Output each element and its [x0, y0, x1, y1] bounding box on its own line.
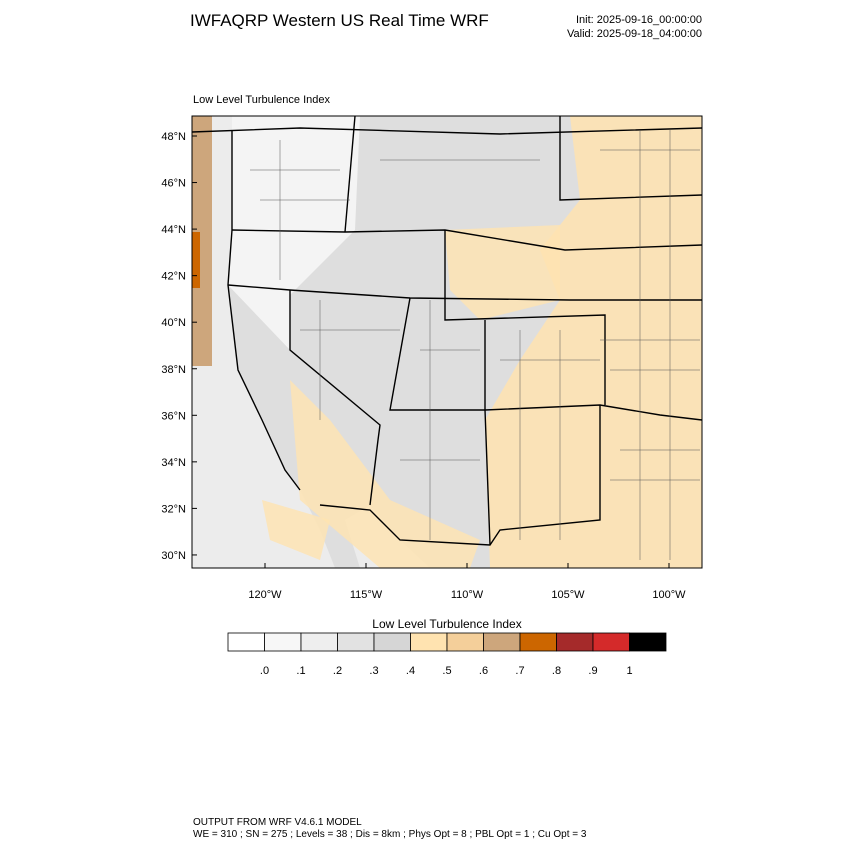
colorbar-swatch	[556, 632, 594, 652]
map-title: Low Level Turbulence Index	[193, 94, 330, 106]
colorbar-swatch	[519, 632, 557, 652]
colorbar-swatch	[483, 632, 521, 652]
plains-tan	[485, 116, 702, 568]
lon-label: 100°W	[652, 589, 686, 601]
colorbar-label: 1	[626, 665, 632, 677]
baja-tan	[262, 500, 330, 560]
footer-line: WE = 310 ; SN = 275 ; Levels = 38 ; Dis …	[193, 829, 587, 840]
coastal-band	[192, 116, 212, 366]
border-line	[559, 116, 702, 201]
valid-time: Valid: 2025-09-18_04:00:00	[567, 28, 702, 40]
lat-label: 46°N	[161, 178, 186, 190]
colorbar-label: .2	[333, 665, 342, 677]
colorbar-label: .8	[552, 665, 561, 677]
map-frame	[191, 115, 703, 569]
colorbar-swatch	[337, 632, 375, 652]
colorbar-label: .9	[588, 665, 597, 677]
colorbar-label: .0	[260, 665, 269, 677]
colorbar-swatch	[592, 632, 630, 652]
colorbar-swatch	[300, 632, 338, 652]
border-line	[484, 320, 491, 546]
lat-label: 38°N	[161, 364, 186, 376]
border-line	[319, 405, 601, 546]
lat-label: 42°N	[161, 271, 186, 283]
border-line	[389, 297, 702, 421]
colorbar: .0 .1 .2 .3 .4 .5 .6 .7 .8 .9 1	[227, 632, 667, 677]
wyoming-tan	[445, 225, 560, 320]
lon-label: 120°W	[248, 589, 282, 601]
border-line	[344, 116, 356, 233]
colorbar-label: .7	[515, 665, 524, 677]
border-line	[289, 290, 381, 506]
lon-label: 110°W	[451, 589, 484, 601]
lat-axis: 48°N 46°N 44°N 42°N 40°N 38°N 36°N 34°N 32°N 30°N	[161, 131, 197, 562]
colorbar-label: .6	[479, 665, 488, 677]
footer-line: OUTPUT FROM WRF V4.6.1 MODEL	[193, 817, 362, 828]
pacific-northwest	[228, 116, 360, 350]
colorbar-label: .4	[406, 665, 415, 677]
colorbar-swatch	[264, 632, 302, 652]
colorbar-swatch	[373, 632, 411, 652]
lat-label: 34°N	[161, 457, 186, 469]
lat-label: 36°N	[161, 410, 186, 422]
colorbar-swatch	[629, 632, 667, 652]
colorbar-swatch	[410, 632, 448, 652]
colorbar-label: .3	[369, 665, 378, 677]
lon-label: 115°W	[350, 589, 383, 601]
southwest-tan	[290, 380, 480, 568]
lat-label: 44°N	[161, 224, 186, 236]
lat-label: 30°N	[161, 550, 186, 562]
colorbar-title: Low Level Turbulence Index	[372, 617, 521, 631]
lon-label: 105°W	[551, 589, 585, 601]
colorbar-swatch	[227, 632, 265, 652]
lon-axis: 120°W 115°W 110°W 105°W 100°W	[248, 563, 686, 601]
colorbar-label: .1	[296, 665, 305, 677]
colorbar-swatch	[446, 632, 484, 652]
border-line	[444, 230, 606, 405]
lat-label: 32°N	[161, 503, 186, 515]
colorbar-label: .5	[442, 665, 451, 677]
border-line	[192, 127, 702, 135]
county-lines	[250, 130, 700, 560]
map-area	[192, 116, 702, 568]
title: IWFAQRP Western US Real Time WRF	[190, 11, 489, 30]
init-time: Init: 2025-09-16_00:00:00	[576, 14, 702, 26]
lat-label: 48°N	[161, 131, 186, 143]
lat-label: 40°N	[161, 317, 186, 329]
coastal-peak	[192, 232, 200, 288]
